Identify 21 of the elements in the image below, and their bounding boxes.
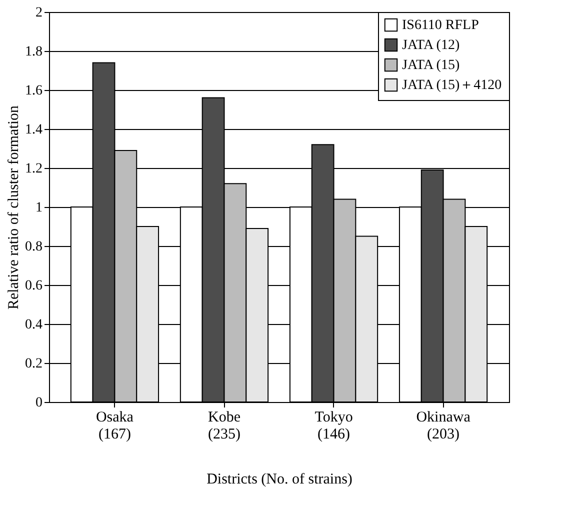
y-tick-label: 0: [36, 396, 42, 410]
x-tick-label: Okinawa (203): [416, 410, 471, 442]
y-tick-label: 0.2: [25, 356, 42, 372]
x-tick-label: Osaka (167): [96, 410, 134, 442]
legend-label: JATA (12): [402, 38, 460, 53]
legend-label: JATA (15)＋4120: [402, 78, 502, 93]
y-tick-label: 1.8: [25, 44, 42, 60]
y-axis-title: Relative ratio of cluster formation: [6, 104, 22, 310]
y-tick-label: 1.2: [25, 162, 42, 176]
x-tick-label: Kobe (235): [208, 410, 241, 442]
y-tick-label: 0.4: [25, 318, 42, 332]
x-tick-label: Tokyo (146): [314, 410, 353, 442]
y-tick-label: 2: [36, 6, 42, 20]
y-tick-label: 0.6: [25, 278, 42, 294]
legend-label: JATA (15): [402, 58, 460, 73]
y-tick-label: 0.8: [25, 240, 42, 254]
y-tick-label: 1: [36, 200, 42, 216]
legend-label: IS6110 RFLP: [402, 18, 480, 33]
y-tick-label: 1.6: [25, 84, 42, 98]
y-tick-label: 1.4: [25, 122, 42, 138]
x-axis-title: Districts (No. of strains): [206, 472, 352, 488]
